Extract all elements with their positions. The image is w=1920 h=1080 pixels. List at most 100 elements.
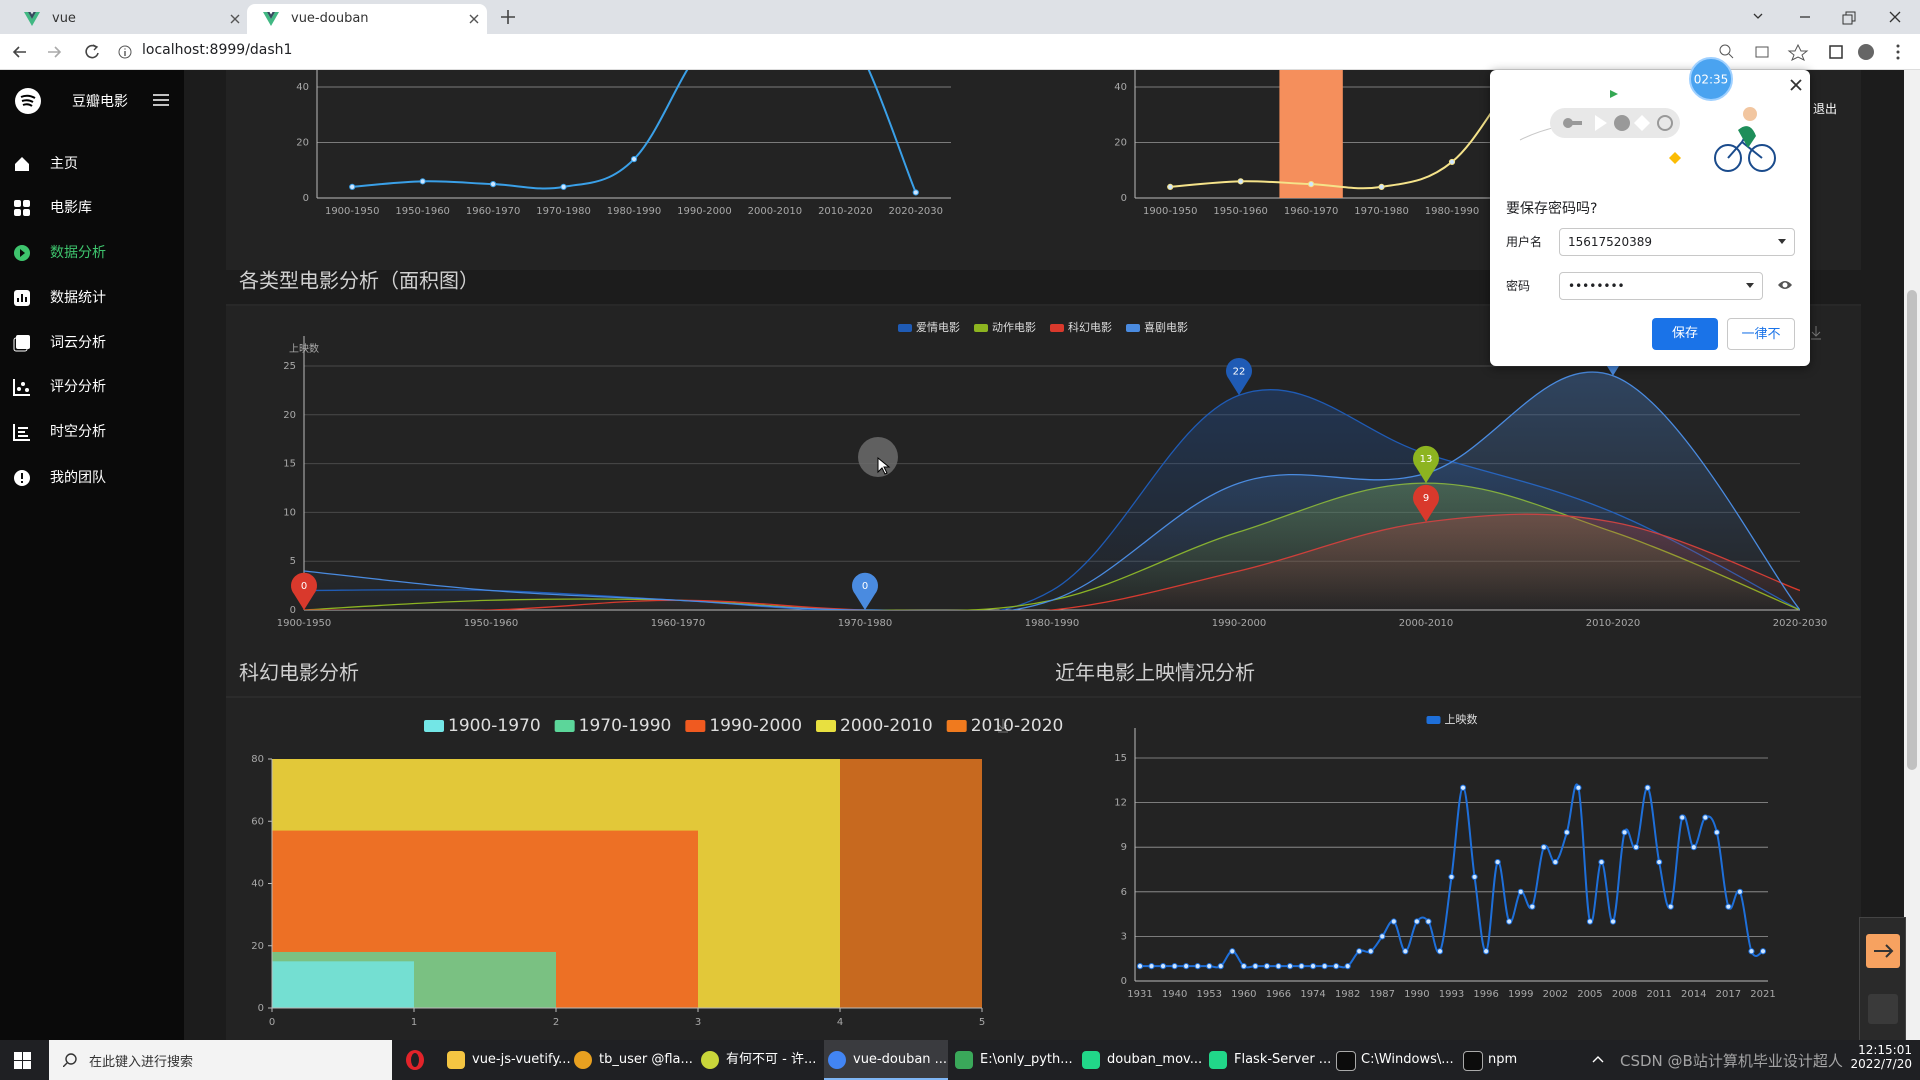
legend-label: 爱情电影	[916, 321, 960, 334]
menu-item[interactable]: 数据统计	[0, 284, 184, 312]
close-dialog[interactable]	[1789, 78, 1803, 92]
legend-label: 2000-2010	[840, 716, 933, 736]
task-item[interactable]: douban_mov...	[1078, 1040, 1202, 1080]
task-item[interactable]: 有何不可 - 许...	[697, 1040, 821, 1080]
point	[1333, 963, 1340, 970]
scroll-thumb[interactable]	[1907, 290, 1917, 770]
password-label: 密码	[1506, 279, 1531, 293]
start-button[interactable]	[14, 1052, 31, 1069]
y-tick-label: 25	[283, 361, 296, 372]
menu-item[interactable]: 数据分析	[0, 239, 184, 267]
menu-label: 评分分析	[50, 379, 106, 395]
download-icon[interactable]	[1811, 326, 1821, 340]
menu-item[interactable]: 主页	[0, 150, 184, 178]
point	[1586, 918, 1594, 925]
info-icon[interactable]	[118, 45, 132, 59]
menu-item[interactable]: 电影库	[0, 194, 184, 222]
task-item[interactable]: tb_user @fla...	[570, 1040, 694, 1080]
point	[1632, 844, 1640, 851]
x-tick-label: 1950-1960	[1213, 206, 1268, 217]
menu-icon	[14, 470, 30, 486]
task-label: tb_user @fla...	[599, 1052, 693, 1067]
menu-icon	[14, 245, 30, 261]
download-icon[interactable]	[998, 719, 1008, 733]
dropdown-arrow[interactable]	[1778, 239, 1786, 244]
menu-icon	[13, 424, 30, 441]
tab[interactable]: vue	[8, 4, 246, 34]
nav-buttons[interactable]	[12, 44, 112, 62]
point	[1506, 918, 1513, 925]
point	[1529, 903, 1536, 910]
url[interactable]: localhost:8999/dash1	[142, 42, 293, 58]
point	[1736, 888, 1744, 895]
menu-item[interactable]: 词云分析	[0, 329, 184, 357]
tab-title: vue-douban	[291, 11, 369, 26]
point	[1240, 963, 1247, 970]
marker-pin	[1226, 357, 1252, 396]
menu-item[interactable]: 我的团队	[0, 464, 184, 492]
task-item[interactable]: C:\Windows\...	[1332, 1040, 1456, 1080]
float-button[interactable]	[1868, 994, 1898, 1024]
menu-item[interactable]: 时空分析	[0, 418, 184, 446]
task-label: douban_mov...	[1107, 1052, 1203, 1067]
menu-label: 主页	[50, 156, 78, 172]
never-button[interactable]: 一律不	[1727, 318, 1795, 350]
x-tick-label: 4	[837, 1017, 843, 1028]
x-tick-label: 1940	[1162, 989, 1187, 1000]
x-tick-label: 1950-1960	[395, 206, 450, 217]
task-item[interactable]: vue-js-vuetify...	[443, 1040, 571, 1080]
search-box[interactable]: 在此键入进行搜索	[49, 1040, 392, 1080]
menu-label: 我的团队	[50, 470, 106, 486]
point	[1609, 918, 1617, 925]
tab-active[interactable]: vue-douban	[247, 4, 487, 34]
task-item[interactable]: vue-douban ...	[824, 1040, 948, 1080]
task-item[interactable]: Flask-Server ...	[1205, 1040, 1331, 1080]
tab-close[interactable]	[469, 14, 479, 24]
area	[304, 372, 1800, 610]
x-tick-label: 2000-2010	[1399, 618, 1454, 629]
y-tick-label: 20	[251, 941, 264, 952]
logout[interactable]: 退出	[1813, 102, 1838, 116]
point	[1448, 873, 1455, 881]
y-tick-label: 0	[303, 193, 309, 204]
y-tick-label: 80	[251, 754, 264, 765]
point	[1321, 963, 1328, 970]
x-tick-label: 1960-1970	[651, 618, 706, 629]
address-bar: localhost:8999/dash1	[0, 34, 1920, 70]
float-button[interactable]	[1866, 934, 1900, 968]
tab-close[interactable]	[230, 14, 240, 24]
save-button[interactable]: 保存	[1652, 318, 1718, 350]
toolbar-icons[interactable]	[1718, 43, 1908, 61]
point	[1183, 963, 1190, 970]
y-tick-label: 3	[1121, 931, 1127, 942]
point	[1378, 183, 1385, 190]
scrollbar[interactable]	[1904, 70, 1920, 1040]
point	[1483, 948, 1490, 955]
menu-toggle[interactable]	[153, 94, 169, 106]
username-input[interactable]: 15617520389	[1559, 228, 1795, 256]
point	[1679, 814, 1686, 821]
marker-pin	[1413, 484, 1439, 523]
show-password[interactable]	[1777, 279, 1793, 291]
y-tick-label: 40	[296, 82, 309, 93]
task-item[interactable]: npm	[1459, 1040, 1583, 1080]
clock[interactable]: 12:15:01 2022/7/20	[1850, 1043, 1912, 1071]
window-controls[interactable]	[1750, 8, 1920, 26]
menu-label: 时空分析	[50, 424, 106, 440]
task-item[interactable]: E:\only_pyth...	[951, 1040, 1075, 1080]
y-tick-label: 40	[1114, 82, 1127, 93]
dropdown-arrow[interactable]	[1746, 283, 1754, 288]
new-tab[interactable]	[501, 10, 515, 24]
point	[630, 156, 638, 163]
menu-item[interactable]: 评分分析	[0, 373, 184, 401]
x-tick-label: 1970-1980	[1354, 206, 1409, 217]
tray-expand[interactable]	[1592, 1054, 1604, 1064]
opera-icon[interactable]	[405, 1050, 425, 1070]
legend-label: 喜剧电影	[1144, 321, 1188, 334]
point	[1702, 814, 1709, 821]
password-input[interactable]: ••••••••	[1559, 272, 1763, 300]
point	[1598, 858, 1605, 866]
point	[1252, 963, 1259, 970]
point	[1308, 181, 1315, 188]
